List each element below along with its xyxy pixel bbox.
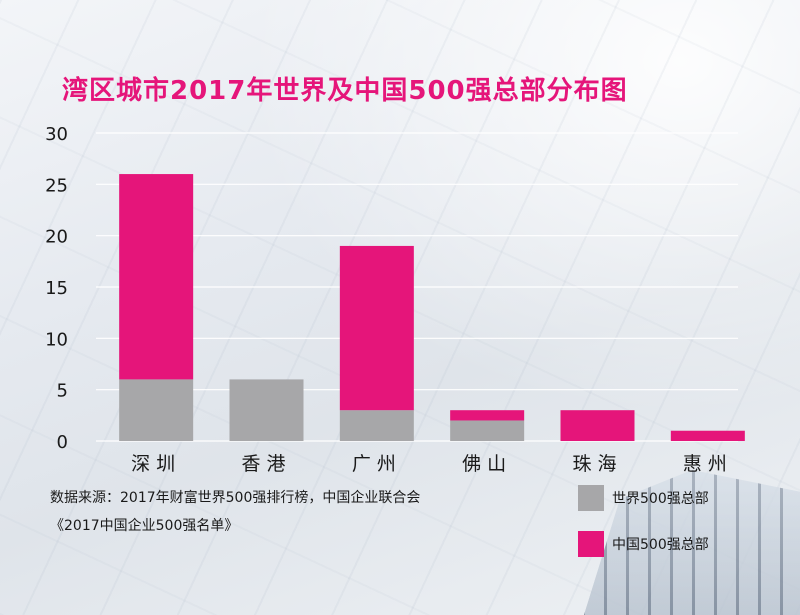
bar-segment-china500 [339,245,414,411]
x-tick-label: 深圳 [131,453,181,475]
source-line-1: 数据来源：2017年财富世界500强排行榜，中国企业联合会 [50,490,421,506]
x-tick-label: 珠海 [572,453,622,475]
bar-segment-china500 [670,430,745,441]
y-tick-label: 10 [45,329,68,350]
x-tick-label: 惠州 [683,453,733,475]
x-tick-label: 广州 [352,453,402,475]
source-line-2: 《2017中国企业500强名单》 [50,518,239,534]
legend-label-china500: 中国500强总部 [612,537,709,553]
bar-segment-world500 [339,410,414,441]
x-tick-label: 香港 [241,453,291,475]
legend: 世界500强总部 中国500强总部 [578,484,709,576]
legend-swatch-china500 [578,531,604,557]
bar-segment-china500 [119,174,194,380]
bar-segment-world500 [119,379,194,441]
bar-segment-world500 [450,420,525,441]
legend-swatch-world500 [578,485,604,511]
y-tick-label: 25 [45,175,68,196]
x-tick-label: 佛山 [462,453,512,475]
legend-item-world500: 世界500强总部 [578,484,709,512]
y-tick-label: 30 [45,124,68,145]
legend-item-china500: 中国500强总部 [578,530,709,558]
bar-segment-china500 [560,410,635,441]
legend-label-world500: 世界500强总部 [612,491,709,507]
y-tick-label: 20 [45,227,68,248]
y-tick-label: 15 [45,278,68,299]
chart-title: 湾区城市2017年世界及中国500强总部分布图 [62,76,628,106]
y-tick-label: 0 [57,432,68,453]
source-note: 数据来源：2017年财富世界500强排行榜，中国企业联合会 《2017中国企业5… [50,484,420,540]
bar-segment-china500 [450,410,525,421]
y-tick-label: 5 [57,381,68,402]
bar-segment-world500 [229,379,304,441]
